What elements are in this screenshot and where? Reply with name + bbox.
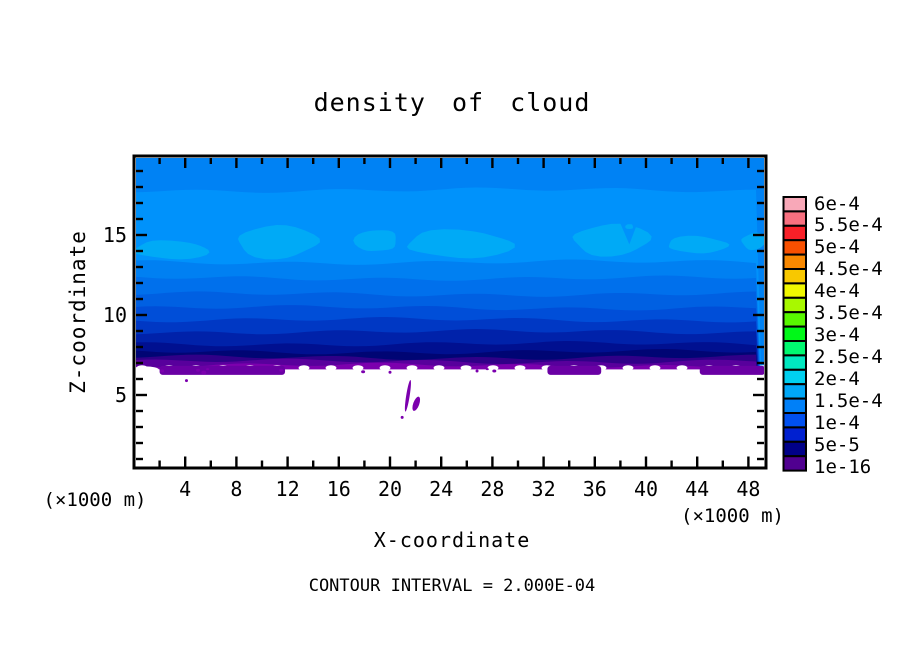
x-tick-label: 8 bbox=[230, 477, 243, 501]
x-tick-label: 16 bbox=[326, 477, 351, 501]
x-tick-label: 12 bbox=[275, 477, 300, 501]
colorbar-tick-label: 2.5e-4 bbox=[814, 346, 883, 368]
colorbar-tick-label: 3.5e-4 bbox=[814, 302, 883, 325]
x-tick-label: 44 bbox=[685, 477, 710, 501]
colorbar-tick-label: 2e-4 bbox=[814, 367, 860, 390]
x-tick-label: 24 bbox=[429, 477, 454, 501]
y-tick-label: 10 bbox=[102, 303, 127, 327]
y-tick-label: 5 bbox=[114, 383, 127, 407]
colorbar-tick-label: 1.5e-4 bbox=[814, 389, 883, 412]
x-tick-label: 32 bbox=[531, 477, 556, 501]
colorbar-tick-label: 1e-4 bbox=[814, 411, 860, 434]
x-tick-label: 40 bbox=[633, 477, 659, 501]
x-axis-unit: (×1000 m) bbox=[681, 505, 784, 527]
x-axis-label: X-coordinate bbox=[373, 528, 531, 552]
chart-title: density of cloud bbox=[313, 88, 591, 117]
x-tick-label: 48 bbox=[736, 477, 761, 501]
colorbar-tick-label: 5e-5 bbox=[814, 433, 860, 456]
y-tick-label: 15 bbox=[102, 223, 127, 247]
colorbar-tick-label: 5.5e-4 bbox=[814, 214, 883, 237]
colorbar-tick-label: 1e-16 bbox=[814, 455, 872, 478]
colorbar-tick-label: 4.5e-4 bbox=[814, 258, 883, 281]
colorbar-tick-label: 6e-4 bbox=[814, 192, 860, 215]
colorbar-tick-label: 4e-4 bbox=[814, 280, 860, 303]
colorbar-tick-label: 3e-4 bbox=[814, 324, 860, 347]
x-tick-label: 28 bbox=[480, 477, 505, 501]
colorbar-tick-label: 5e-4 bbox=[814, 236, 860, 259]
x-tick-label: 36 bbox=[582, 477, 607, 501]
x-tick-label: 4 bbox=[179, 477, 192, 501]
y-axis-unit: (×1000 m) bbox=[43, 489, 147, 511]
contour-interval-note: CONTOUR INTERVAL = 2.000E-04 bbox=[308, 576, 596, 596]
x-tick-label: 20 bbox=[377, 477, 403, 501]
